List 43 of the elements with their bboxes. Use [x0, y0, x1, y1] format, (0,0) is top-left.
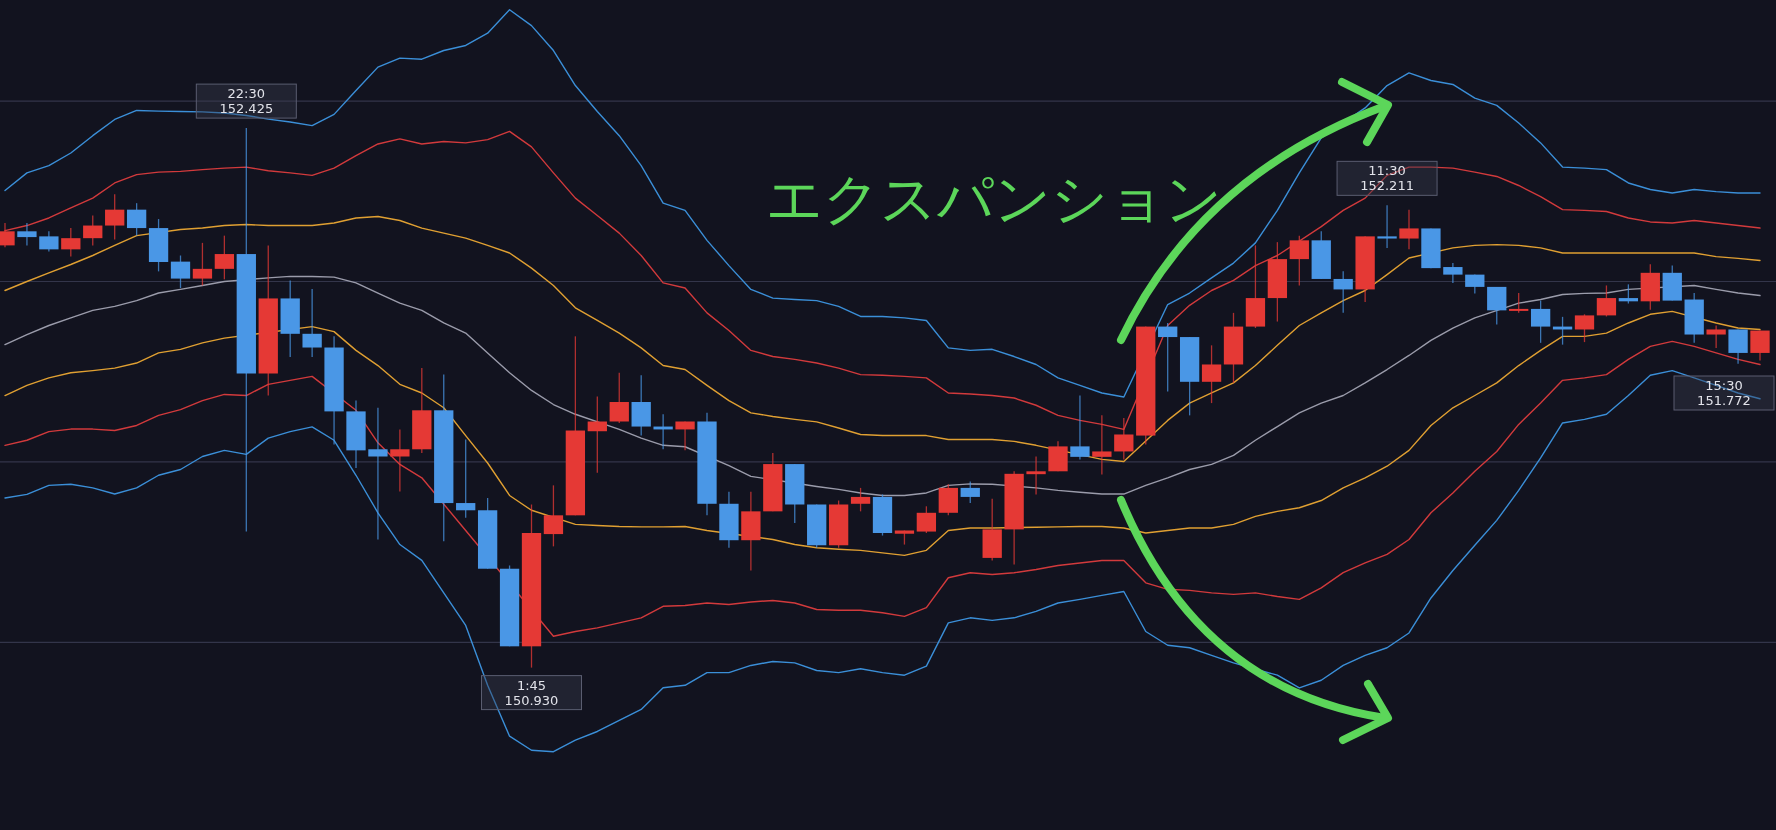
- candlestick: [1377, 204, 1397, 249]
- candlestick: [192, 242, 213, 287]
- candlestick: [1289, 235, 1309, 287]
- candlestick: [1070, 394, 1090, 461]
- candlestick: [1509, 292, 1529, 314]
- candlestick: [850, 487, 871, 512]
- candlestick: [1706, 324, 1726, 349]
- candlestick: [1618, 283, 1639, 305]
- candlestick: [675, 420, 695, 452]
- candlestick: [1596, 284, 1617, 318]
- candlestick: [609, 372, 629, 424]
- candlestick: [916, 505, 937, 534]
- candlestick: [456, 438, 476, 519]
- candlestick: [1026, 455, 1046, 496]
- candlestick: [126, 202, 147, 237]
- candlestick: [214, 235, 235, 280]
- candlestick: [1399, 209, 1419, 251]
- candlestick: [105, 193, 125, 241]
- candlestick: [1443, 262, 1463, 284]
- candlestick: [543, 484, 564, 548]
- candlestick: [1530, 299, 1551, 344]
- candlestick: [1158, 322, 1178, 393]
- annotation: 22:30 152.425: [219, 86, 274, 117]
- candlestick: [1574, 313, 1595, 343]
- candlestick: [390, 428, 410, 493]
- annotation: 1:45 150.930: [504, 677, 559, 708]
- candlestick: [302, 288, 322, 358]
- candlestick: [83, 214, 103, 247]
- candlestick: [61, 227, 81, 258]
- annotation: エクスパンション: [766, 166, 1222, 231]
- candlestick: [587, 395, 607, 474]
- candlestick: [1728, 328, 1748, 365]
- candlestick: [1487, 286, 1507, 326]
- candlestick: [170, 254, 191, 289]
- candlestick: [368, 407, 388, 541]
- candlestick: [1201, 344, 1222, 404]
- candlestick: [1114, 417, 1134, 461]
- candlestick: [1333, 270, 1353, 314]
- candlestick: [960, 480, 980, 504]
- candlestick: [1750, 329, 1770, 362]
- candlestick: [1092, 414, 1112, 476]
- candlestick: [17, 222, 37, 247]
- candlestick: [39, 230, 59, 253]
